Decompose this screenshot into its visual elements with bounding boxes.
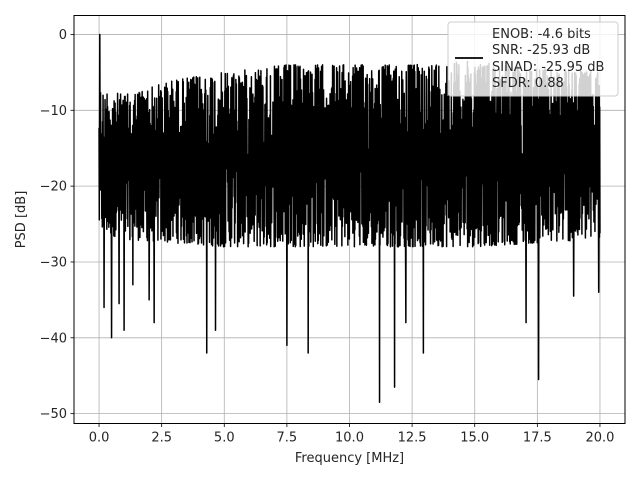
x-tick-label: 20.0 bbox=[585, 431, 614, 446]
y-tick-label: −50 bbox=[40, 407, 67, 422]
legend-line-snr: SNR: -25.93 dB bbox=[492, 43, 590, 58]
x-tick-label: 2.5 bbox=[151, 431, 172, 446]
psd-trace bbox=[98, 33, 601, 404]
x-tick-label: 5.0 bbox=[214, 431, 235, 446]
x-tick-label: 0.0 bbox=[89, 431, 110, 446]
y-tick-label: −30 bbox=[40, 255, 67, 270]
x-tick-label: 12.5 bbox=[398, 431, 427, 446]
legend-box bbox=[447, 21, 619, 97]
y-tick-label: −40 bbox=[40, 331, 67, 346]
axis-ticks: 0.0 2.5 5.0 7.5 10.0 12.5 15.0 17.5 20.0 0 −10 −20 −… bbox=[40, 28, 615, 446]
y-axis-label: PSD [dB] bbox=[14, 191, 29, 249]
y-tick-label: −20 bbox=[40, 180, 67, 195]
y-tick-label: −10 bbox=[40, 104, 67, 119]
y-tick-label: 0 bbox=[59, 28, 67, 43]
legend-line-sinad: SINAD: -25.95 dB bbox=[492, 60, 604, 75]
x-tick-label: 7.5 bbox=[277, 431, 298, 446]
x-tick-label: 10.0 bbox=[335, 431, 364, 446]
x-tick-label: 15.0 bbox=[460, 431, 489, 446]
legend-line-enob: ENOB: -4.6 bits bbox=[492, 27, 591, 42]
x-axis-label: Frequency [MHz] bbox=[295, 451, 404, 466]
x-tick-label: 17.5 bbox=[523, 431, 552, 446]
legend: ENOB: -4.6 bits SNR: -25.93 dB SINAD: -2… bbox=[447, 21, 619, 97]
psd-series-line bbox=[98, 33, 601, 404]
legend-line-sfdr: SFDR: 0.88 bbox=[492, 76, 564, 91]
